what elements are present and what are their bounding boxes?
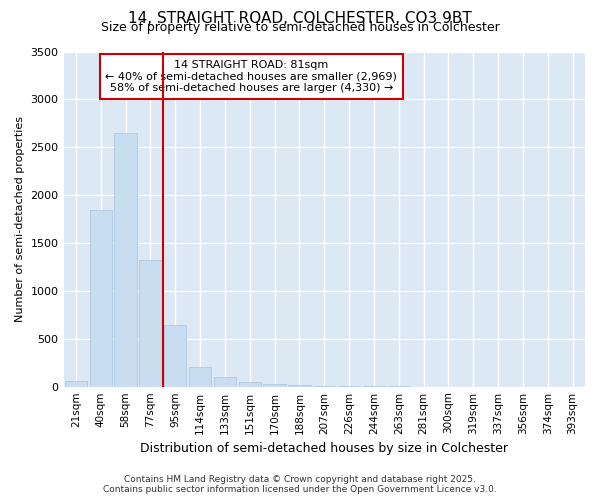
Bar <box>239 382 261 386</box>
Text: 14 STRAIGHT ROAD: 81sqm
← 40% of semi-detached houses are smaller (2,969)
58% of: 14 STRAIGHT ROAD: 81sqm ← 40% of semi-de… <box>106 60 397 93</box>
Y-axis label: Number of semi-detached properties: Number of semi-detached properties <box>15 116 25 322</box>
X-axis label: Distribution of semi-detached houses by size in Colchester: Distribution of semi-detached houses by … <box>140 442 508 455</box>
Bar <box>139 260 161 386</box>
Text: Contains HM Land Registry data © Crown copyright and database right 2025.
Contai: Contains HM Land Registry data © Crown c… <box>103 474 497 494</box>
Text: 14, STRAIGHT ROAD, COLCHESTER, CO3 9BT: 14, STRAIGHT ROAD, COLCHESTER, CO3 9BT <box>128 11 472 26</box>
Bar <box>89 210 112 386</box>
Bar <box>65 381 87 386</box>
Bar <box>164 326 187 386</box>
Bar <box>288 385 311 386</box>
Text: Size of property relative to semi-detached houses in Colchester: Size of property relative to semi-detach… <box>101 22 499 35</box>
Bar <box>214 377 236 386</box>
Bar <box>189 366 211 386</box>
Bar <box>263 384 286 386</box>
Bar <box>115 133 137 386</box>
